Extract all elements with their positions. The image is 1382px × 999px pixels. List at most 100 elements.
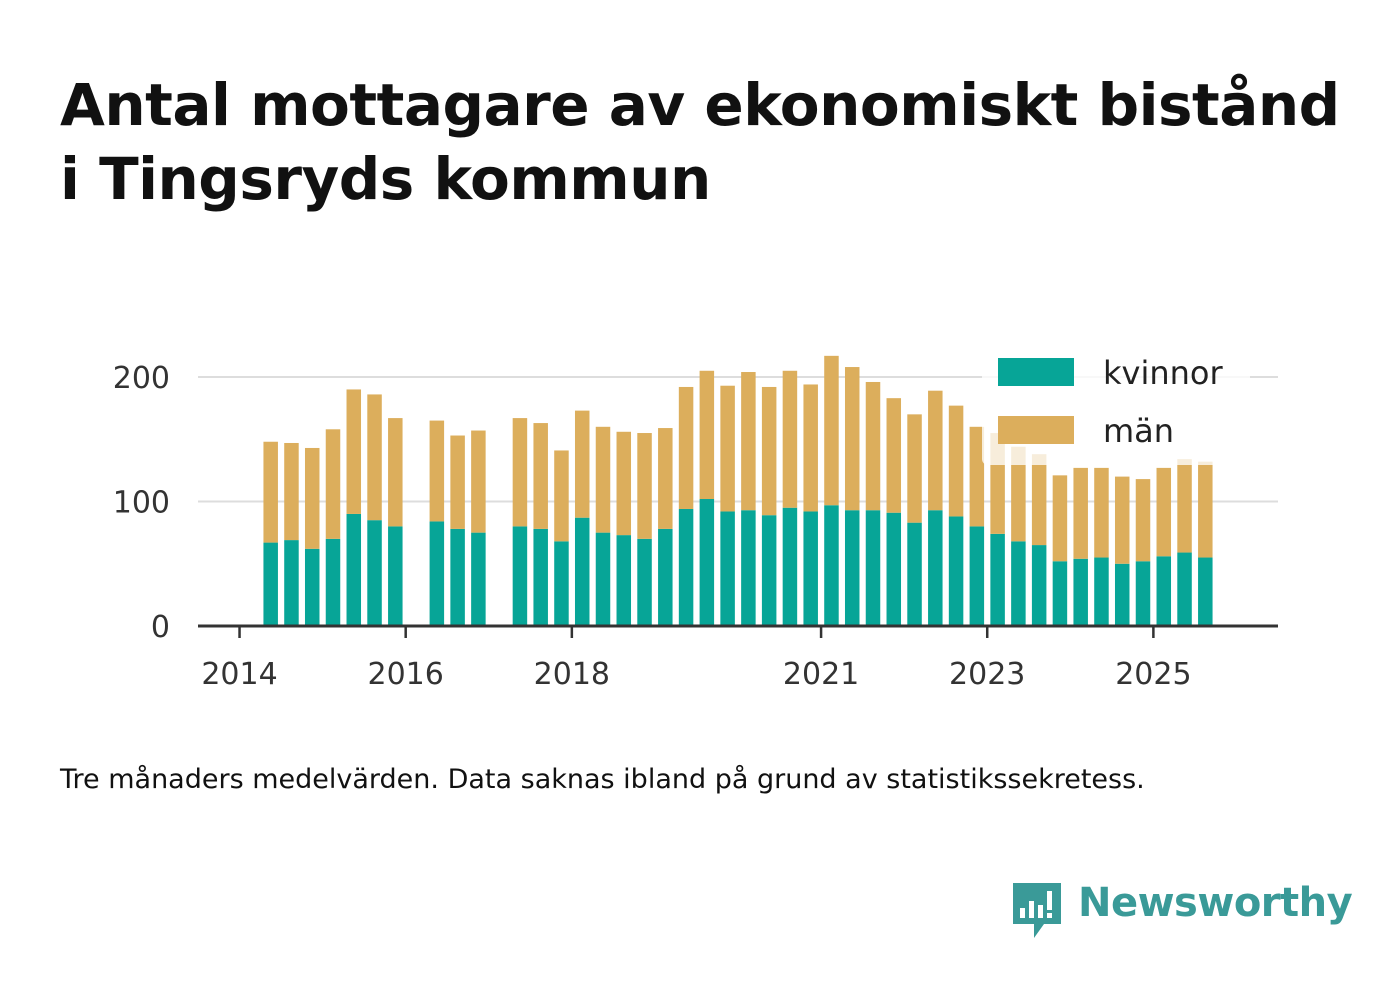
chart-title-line-1: Antal mottagare av ekonomiskt bistånd <box>60 71 1340 139</box>
bar-män-2019-Q3 <box>699 370 715 500</box>
bar-kvinnor-2021-Q4 <box>886 512 902 626</box>
bar-kvinnor-2022-Q3 <box>948 516 964 626</box>
bar-kvinnor-2024-Q4 <box>1135 561 1151 626</box>
bar-kvinnor-2020-Q1 <box>741 510 756 626</box>
x-tick-label: 2021 <box>783 657 859 692</box>
bar-kvinnor-2025-Q2 <box>1177 552 1192 626</box>
bar-kvinnor-2020-Q3 <box>782 507 798 626</box>
bar-kvinnor-2020-Q2 <box>761 515 777 626</box>
x-tick-label: 2025 <box>1115 657 1191 692</box>
bar-kvinnor-2021-Q2 <box>844 510 860 626</box>
y-tick-label: 100 <box>113 486 170 521</box>
bar-män-2014-Q2 <box>263 441 278 543</box>
bar-män-2018-Q4 <box>637 433 652 539</box>
bar-kvinnor-2019-Q3 <box>699 499 715 626</box>
bar-män-2019-Q2 <box>678 386 694 509</box>
legend-label-kvinnor: kvinnor <box>1103 354 1224 392</box>
bar-kvinnor-2024-Q1 <box>1073 558 1088 626</box>
legend-label-män: män <box>1103 412 1174 450</box>
bar-män-2025-Q1 <box>1156 467 1172 557</box>
bar-kvinnor-2023-Q3 <box>1031 545 1047 626</box>
legend-swatch-kvinnor <box>998 358 1074 386</box>
y-tick-label: 0 <box>151 610 170 645</box>
bar-män-2020-Q4 <box>803 384 818 512</box>
bar-män-2021-Q3 <box>865 381 881 511</box>
bar-män-2016-Q2 <box>429 420 445 522</box>
bar-kvinnor-2016-Q4 <box>471 532 486 626</box>
bar-män-2020-Q2 <box>761 386 777 516</box>
bar-män-2022-Q3 <box>948 405 964 517</box>
brand-name: Newsworthy <box>1078 880 1353 926</box>
bar-kvinnor-2025-Q3 <box>1198 557 1213 626</box>
bar-män-2022-Q2 <box>928 390 943 511</box>
bar-män-2019-Q4 <box>720 385 735 512</box>
bar-män-2025-Q2 <box>1177 459 1192 553</box>
bar-kvinnor-2022-Q2 <box>928 510 943 626</box>
axes: 0 100 200 2014 2016 2018 2021 2023 2025 <box>113 361 1278 692</box>
bar-män-2017-Q3 <box>533 423 548 529</box>
bar-kvinnor-2019-Q1 <box>658 528 673 626</box>
chart-footnote: Tre månaders medelvärden. Data saknas ib… <box>60 764 1145 795</box>
bar-kvinnor-2023-Q1 <box>990 533 1005 626</box>
bar-kvinnor-2019-Q4 <box>720 511 735 626</box>
bar-män-2023-Q2 <box>1011 446 1026 542</box>
bar-män-2017-Q2 <box>512 418 528 527</box>
bar-kvinnor-2018-Q3 <box>616 535 632 626</box>
bar-män-2017-Q4 <box>554 450 569 542</box>
bar-män-2022-Q4 <box>969 426 985 527</box>
bar-kvinnor-2018-Q1 <box>574 517 590 626</box>
bar-kvinnor-2020-Q4 <box>803 511 818 626</box>
x-tick-label: 2016 <box>368 657 444 692</box>
bar-män-2020-Q1 <box>741 372 756 511</box>
bar-kvinnor-2014-Q4 <box>304 548 320 626</box>
bar-kvinnor-2022-Q1 <box>907 522 922 626</box>
bar-kvinnor-2014-Q3 <box>284 540 299 626</box>
bar-män-2014-Q3 <box>284 442 299 541</box>
bar-män-2018-Q3 <box>616 431 632 536</box>
bar-kvinnor-2017-Q3 <box>533 528 548 626</box>
bar-män-2016-Q4 <box>471 430 486 533</box>
bar-kvinnor-2021-Q1 <box>824 505 839 626</box>
bars <box>263 355 1213 626</box>
bar-kvinnor-2018-Q2 <box>595 532 611 626</box>
bar-kvinnor-2018-Q4 <box>637 538 652 626</box>
bar-kvinnor-2019-Q2 <box>678 508 694 626</box>
bar-kvinnor-2023-Q2 <box>1011 541 1026 626</box>
bar-män-2021-Q2 <box>844 367 860 511</box>
bar-kvinnor-2017-Q4 <box>554 541 569 626</box>
bar-kvinnor-2021-Q3 <box>865 510 881 626</box>
bar-kvinnor-2025-Q1 <box>1156 556 1172 626</box>
bar-kvinnor-2015-Q1 <box>325 538 341 626</box>
bar-kvinnor-2015-Q2 <box>346 513 362 626</box>
bar-män-2020-Q3 <box>782 370 798 508</box>
bar-män-2018-Q2 <box>595 426 611 533</box>
x-tick-label: 2023 <box>949 657 1025 692</box>
x-tick-label: 2018 <box>534 657 610 692</box>
bar-män-2024-Q2 <box>1094 467 1109 558</box>
bar-män-2024-Q3 <box>1114 476 1130 564</box>
stacked-bar-chart: 0 100 200 2014 2016 2018 2021 2023 2025 kvinnor m… <box>112 354 1278 692</box>
bar-män-2019-Q1 <box>658 428 673 529</box>
bar-män-2021-Q1 <box>824 355 839 506</box>
chart-title: Antal mottagare av ekonomiskt bistånd i … <box>60 68 1340 216</box>
bar-män-2015-Q3 <box>367 394 382 521</box>
bar-kvinnor-2022-Q4 <box>969 526 985 626</box>
bar-män-2023-Q4 <box>1052 475 1068 562</box>
bar-män-2022-Q1 <box>907 414 922 523</box>
legend-swatch-män <box>998 416 1074 444</box>
chart-title-line-2: i Tingsryds kommun <box>60 145 711 213</box>
bar-kvinnor-2017-Q2 <box>512 526 528 626</box>
bar-män-2014-Q4 <box>304 447 320 549</box>
bar-män-2015-Q2 <box>346 389 362 514</box>
bar-män-2021-Q4 <box>886 398 902 513</box>
bar-kvinnor-2016-Q3 <box>450 528 465 626</box>
bar-män-2015-Q4 <box>388 418 403 527</box>
bar-män-2024-Q4 <box>1135 479 1151 562</box>
bar-män-2023-Q3 <box>1031 454 1047 546</box>
bar-män-2025-Q3 <box>1198 461 1213 558</box>
x-tick-label: 2014 <box>201 657 277 692</box>
y-tick-label: 200 <box>113 361 170 396</box>
bar-män-2015-Q1 <box>325 429 341 539</box>
bar-kvinnor-2023-Q4 <box>1052 561 1068 626</box>
bar-kvinnor-2015-Q3 <box>367 520 382 626</box>
